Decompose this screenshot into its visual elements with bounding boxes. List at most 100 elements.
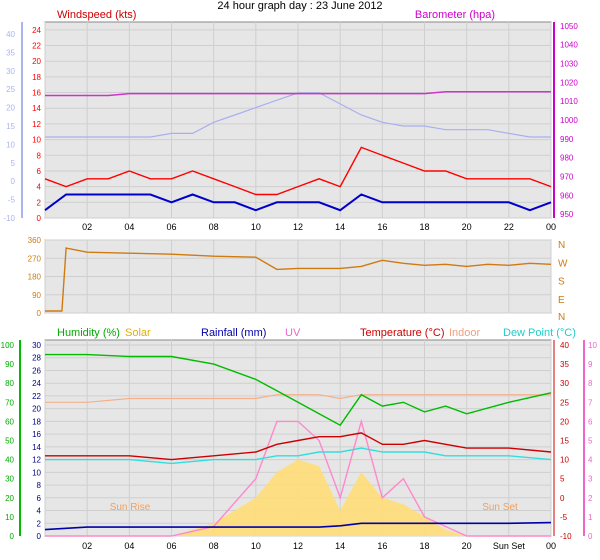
climate-axes: 1009080706050403020100302826242220181614… [1, 340, 597, 551]
rain-axis-tick: 4 [37, 507, 42, 516]
rain-axis-tick: 28 [32, 354, 41, 363]
uv-axis-tick: 10 [588, 341, 597, 350]
compass-label: E [558, 295, 565, 306]
humidity-axis-tick: 10 [5, 513, 14, 522]
compass-label: N [558, 312, 565, 323]
compass-label: S [558, 277, 565, 288]
uv-axis-tick: 0 [588, 532, 593, 541]
x-tick-label: 00 [546, 222, 556, 232]
indoor-line [45, 394, 551, 403]
chart-title: 24 hour graph day : 23 June 2012 [217, 0, 382, 12]
uv-axis-tick: 5 [588, 437, 593, 446]
uv-axis-tick: 4 [588, 456, 593, 465]
x-tick-label: 04 [124, 222, 134, 232]
wind-axis-tick: 6 [37, 167, 42, 176]
rain-axis-tick: 0 [37, 532, 42, 541]
barometer-label: Barometer (hpa) [415, 9, 495, 21]
x-tick-label: 10 [251, 222, 261, 232]
baro-axis-tick: 990 [560, 135, 574, 144]
outer-axis-tick: 5 [11, 159, 16, 168]
x-tick-label: 16 [377, 222, 387, 232]
sunrise-label: Sun Rise [110, 502, 151, 513]
wind-axis-tick: 10 [32, 136, 41, 145]
baro-axis-tick: 950 [560, 210, 574, 219]
x-tick-label: 00 [546, 541, 556, 551]
humidity-axis-tick: 0 [10, 532, 15, 541]
uv-line [45, 418, 551, 537]
humidity-axis-tick: 80 [5, 379, 14, 388]
temp-axis-tick: 15 [560, 437, 569, 446]
direction-line [45, 247, 552, 312]
direction-axis-tick: 0 [37, 309, 42, 318]
temp-axis-tick: 10 [560, 456, 569, 465]
wind-series [44, 90, 552, 212]
temperature-line [45, 432, 552, 461]
rainfall-line [44, 521, 552, 531]
temp-axis-tick: 25 [560, 398, 569, 407]
rain-axis-tick: 18 [32, 417, 41, 426]
direction-axis-tick: 360 [28, 236, 42, 245]
temp-axis-tick: 5 [560, 475, 565, 484]
humidity-axis-tick: 70 [5, 398, 14, 407]
rain-axis-tick: 22 [32, 392, 41, 401]
rain-axis-tick: 10 [32, 468, 41, 477]
outer-axis-tick: 0 [11, 177, 16, 186]
wind-axis-tick: 12 [32, 120, 41, 129]
x-tick-label: 14 [335, 541, 345, 551]
x-tick-label: 04 [124, 541, 134, 551]
rain-axis-tick: 16 [32, 430, 41, 439]
rain-axis-tick: 14 [32, 443, 41, 452]
humidity-axis-tick: 60 [5, 417, 14, 426]
outer-axis-tick: -5 [8, 196, 16, 205]
gust-line [44, 146, 552, 196]
x-tick-label: 20 [462, 222, 472, 232]
baro-axis-tick: 1040 [560, 41, 578, 50]
dewpoint-line [45, 447, 552, 465]
temp-axis-tick: 30 [560, 379, 569, 388]
rain-axis-tick: 20 [32, 405, 41, 414]
uv-axis-tick: 9 [588, 360, 593, 369]
wind-axis-tick: 0 [37, 214, 42, 223]
humidity-label: Humidity (%) [57, 327, 120, 339]
humidity-axis-tick: 100 [1, 341, 15, 350]
humidity-axis-tick: 40 [5, 456, 14, 465]
baro-axis-tick: 1020 [560, 78, 578, 87]
baro-axis-tick: 980 [560, 154, 574, 163]
uv-axis-tick: 6 [588, 417, 593, 426]
rain-axis-tick: 24 [32, 379, 41, 388]
wind-axis-tick: 18 [32, 73, 41, 82]
wind-axis-tick: 22 [32, 42, 41, 51]
x-tick-label: 08 [209, 222, 219, 232]
x-tick-label: Sun Set [493, 541, 526, 551]
wind-axis-tick: 20 [32, 57, 41, 66]
wind-axes: 2422201816141210864204035302520151050-5-… [3, 22, 578, 232]
temp-axis-tick: -5 [560, 513, 568, 522]
uv-axis-tick: 7 [588, 398, 593, 407]
compass-label: N [558, 240, 565, 251]
baro-axis-tick: 970 [560, 173, 574, 182]
outer-axis-tick: 25 [6, 85, 15, 94]
x-tick-label: 18 [419, 541, 429, 551]
direction-grid [44, 239, 552, 314]
x-tick-label: 20 [462, 541, 472, 551]
humidity-axis-tick: 20 [5, 494, 14, 503]
outer-axis-tick: 30 [6, 67, 15, 76]
rain-axis-tick: 8 [37, 481, 42, 490]
temp-axis-tick: -10 [560, 532, 572, 541]
uv-axis-tick: 2 [588, 494, 593, 503]
x-tick-label: 12 [293, 222, 303, 232]
baro-axis-tick: 1010 [560, 97, 578, 106]
wind-axis-tick: 24 [32, 26, 41, 35]
wind-axis-tick: 8 [37, 151, 42, 160]
uv-axis-tick: 8 [588, 379, 593, 388]
windspeed-label: Windspeed (kts) [57, 9, 136, 21]
uv-axis-tick: 3 [588, 475, 593, 484]
wind-axis-tick: 2 [37, 198, 42, 207]
x-tick-label: 16 [377, 541, 387, 551]
baro-axis-tick: 1000 [560, 116, 578, 125]
x-tick-label: 10 [251, 541, 261, 551]
sunset-label: Sun Set [482, 502, 518, 513]
